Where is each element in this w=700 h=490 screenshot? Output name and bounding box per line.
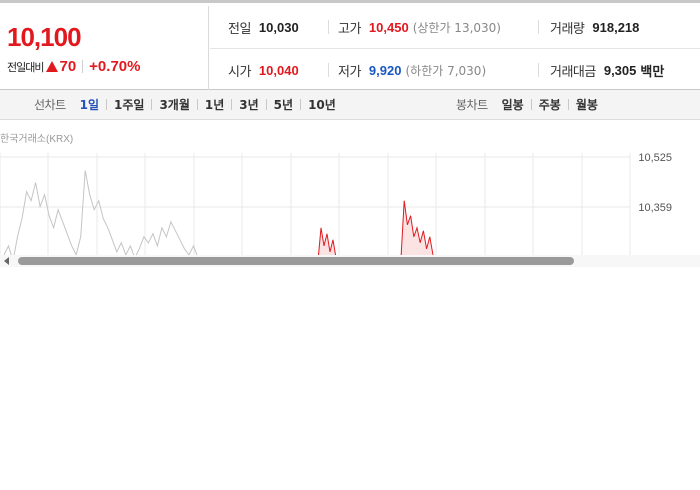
volume-label: 거래량 (550, 21, 585, 37)
upper-limit: (상한가 13,030) (412, 20, 501, 35)
y-tick-label: 10,359 (638, 202, 672, 214)
line-chart-tabs: 선차트 1일 1주일 3개월 1년 3년 5년 10년 (34, 96, 336, 113)
tab-divider (231, 99, 233, 110)
candle-chart-title: 봉차트 (456, 98, 488, 112)
change-label: 전일대비 (7, 60, 44, 74)
tab-3month[interactable]: 3개월 (159, 98, 190, 112)
tab-divider (300, 99, 302, 110)
tab-divider (151, 99, 153, 110)
high-label: 고가 (338, 21, 361, 37)
quote-row-1: 전일 10,030 고가 10,450 (상한가 13,030) 거래량 918… (210, 6, 700, 49)
scroll-left-icon[interactable] (4, 257, 9, 265)
scroll-thumb[interactable] (18, 257, 574, 265)
tab-weekly-candle[interactable]: 주봉 (538, 98, 561, 112)
trade-value: 거래대금 9,305 백만 (550, 61, 664, 80)
period-bar: 선차트 1일 1주일 3개월 1년 3년 5년 10년 봉차트 일봉 주봉 월봉 (0, 90, 700, 120)
low-value: 9,920 (368, 63, 402, 78)
divider (538, 63, 539, 77)
low-label: 저가 (338, 65, 361, 80)
divider (328, 63, 329, 77)
price-chart: 한국거래소(KRX) 10,525 10,359 (0, 121, 700, 269)
series-area (318, 227, 336, 255)
tab-monthly-candle[interactable]: 월봉 (575, 98, 598, 112)
tab-divider (567, 99, 569, 110)
high-price: 고가 10,450 (상한가 13,030) (338, 18, 501, 37)
divider (328, 20, 329, 34)
tab-10year[interactable]: 10년 (308, 98, 336, 112)
open-value: 10,040 (258, 63, 299, 78)
tab-daily-candle[interactable]: 일봉 (501, 98, 524, 112)
tab-3year[interactable]: 3년 (239, 98, 259, 112)
tab-1day[interactable]: 1일 (79, 98, 100, 112)
tab-divider (196, 99, 198, 110)
high-value: 10,450 (368, 19, 409, 35)
open-label: 시가 (228, 65, 251, 80)
current-price: 10,100 (7, 22, 82, 52)
price-line (400, 200, 434, 255)
prev-close-label: 전일 (228, 21, 251, 37)
volume: 거래량 918,218 (550, 18, 639, 37)
open-price: 시가 10,040 (228, 61, 299, 80)
trade-value-label: 거래대금 (550, 65, 596, 80)
price-line (318, 227, 337, 255)
trade-value-amount: 9,305 (603, 63, 637, 78)
candle-chart-tabs: 봉차트 일봉 주봉 월봉 (456, 96, 598, 113)
trade-value-unit: 백만 (640, 65, 665, 80)
quote-panel: 10,100 전일대비 70 +0.70% 전일 10,030 고가 10,45… (0, 0, 700, 90)
prev-day-price-line (3, 170, 198, 255)
tab-1week[interactable]: 1주일 (114, 98, 145, 112)
prev-close: 전일 10,030 (228, 18, 299, 37)
volume-value: 918,218 (592, 19, 640, 35)
lower-limit: (하한가 7,030) (405, 64, 487, 78)
low-price: 저가 9,920 (하한가 7,030) (338, 61, 486, 80)
y-tick-label: 10,525 (638, 152, 672, 164)
tab-1year[interactable]: 1년 (204, 98, 225, 112)
change-percent: +0.70% (89, 58, 141, 75)
chart-scrollbar[interactable] (0, 255, 700, 267)
chart-plot: 10,525 10,359 (0, 152, 672, 255)
tab-divider (530, 99, 532, 110)
data-source-label: 한국거래소(KRX) (0, 134, 74, 145)
change-divider (82, 60, 84, 73)
price-box: 10,100 전일대비 70 +0.70% (0, 6, 209, 90)
tab-divider (106, 99, 108, 110)
line-chart-title: 선차트 (34, 98, 66, 112)
change-value: 70 (59, 58, 77, 75)
tab-divider (265, 99, 267, 110)
prev-close-value: 10,030 (258, 19, 299, 35)
up-triangle-icon (46, 61, 59, 72)
tab-5year[interactable]: 5년 (273, 98, 294, 112)
divider (538, 20, 539, 34)
change-row: 전일대비 70 +0.70% (7, 58, 140, 75)
quote-row-2: 시가 10,040 저가 9,920 (하한가 7,030) 거래대금 9,30… (210, 49, 700, 92)
